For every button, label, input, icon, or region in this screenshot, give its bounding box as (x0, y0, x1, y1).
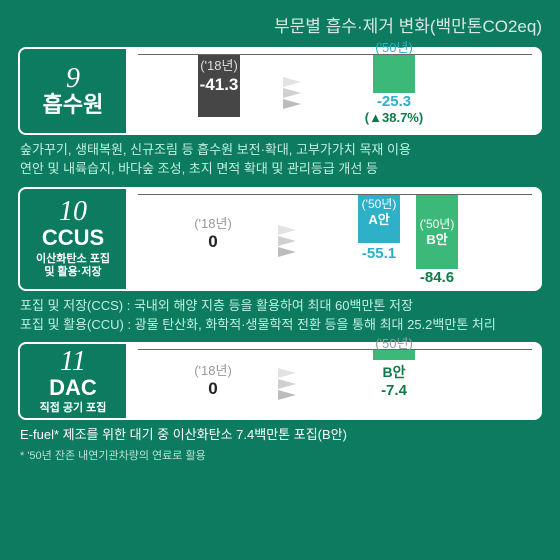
section-10: 10 CCUS 이산화탄소 포집 및 활용·저장 ('18년) 0 ('50년)… (18, 187, 542, 291)
section-9-left: 9 흡수원 (18, 47, 128, 135)
section-11-sub: 직접 공기 포집 (40, 402, 107, 415)
arrow-icon (278, 368, 296, 400)
s9-right-year: ('50년) (360, 37, 428, 56)
section-9-name: 흡수원 (43, 93, 104, 117)
section-11-desc: E-fuel* 제조를 위한 대기 중 이산화탄소 7.4백만톤 포집(B안) (18, 426, 542, 445)
s10-a-label: A안 (358, 212, 400, 228)
section-11-name: DAC (49, 376, 97, 400)
section-10-desc: 포집 및 저장(CCS) : 국내외 해양 지층 등을 활용하여 최대 60백만… (18, 297, 542, 335)
s10-b-label: B안 (416, 232, 458, 248)
section-10-name: CCUS (42, 226, 104, 250)
s9-right-bar (373, 55, 415, 93)
section-11-chart: ('18년) 0 ('50년) B안 -7.4 (128, 342, 542, 420)
section-10-num: 10 (59, 198, 87, 226)
s10-b-year: ('50년) (416, 217, 458, 232)
s9-left-year: ('18년) (198, 58, 240, 74)
section-9-num: 9 (66, 65, 80, 93)
s10-a-year: ('50년) (358, 197, 400, 212)
s10-left-val: 0 (183, 232, 243, 252)
s9-delta: (▲38.7%) (360, 110, 428, 125)
section-11-num: 11 (60, 348, 86, 376)
section-9: 9 흡수원 ('18년) -41.3 ('50년) -25.3 ( (18, 47, 542, 135)
s11-b-val: -7.4 (356, 382, 432, 399)
section-9-desc: 숲가꾸기, 생태복원, 신규조림 등 흡수원 보전·확대, 고부가가치 목재 이… (18, 141, 542, 179)
section-11: 11 DAC 직접 공기 포집 ('18년) 0 ('50년) B안 -7.4 (18, 342, 542, 420)
section-11-left: 11 DAC 직접 공기 포집 (18, 342, 128, 420)
s11-b-year: ('50년) (356, 333, 432, 352)
arrow-icon (278, 225, 296, 257)
s11-b-label: B안 (356, 362, 432, 382)
s9-left-val: -41.3 (198, 74, 240, 95)
s11-left-year: ('18년) (183, 360, 243, 379)
section-10-left: 10 CCUS 이산화탄소 포집 및 활용·저장 (18, 187, 128, 291)
section-10-chart: ('18년) 0 ('50년) A안 -55.1 ('50년) (128, 187, 542, 291)
s9-right-val: -25.3 (360, 93, 428, 110)
s10-a-val: -55.1 (358, 245, 400, 264)
s10-b-val: -84.6 (416, 269, 458, 288)
s11-left-val: 0 (183, 379, 243, 399)
s10-left-year: ('18년) (183, 213, 243, 232)
arrow-icon (283, 77, 301, 109)
section-9-chart: ('18년) -41.3 ('50년) -25.3 (▲38.7%) (128, 47, 542, 135)
section-11-footnote: * '50년 잔존 내연기관차량의 연료로 활용 (18, 447, 542, 463)
section-10-sub: 이산화탄소 포집 및 활용·저장 (36, 253, 110, 279)
page-title: 부문별 흡수·제거 변화(백만톤CO2eq) (18, 12, 542, 37)
